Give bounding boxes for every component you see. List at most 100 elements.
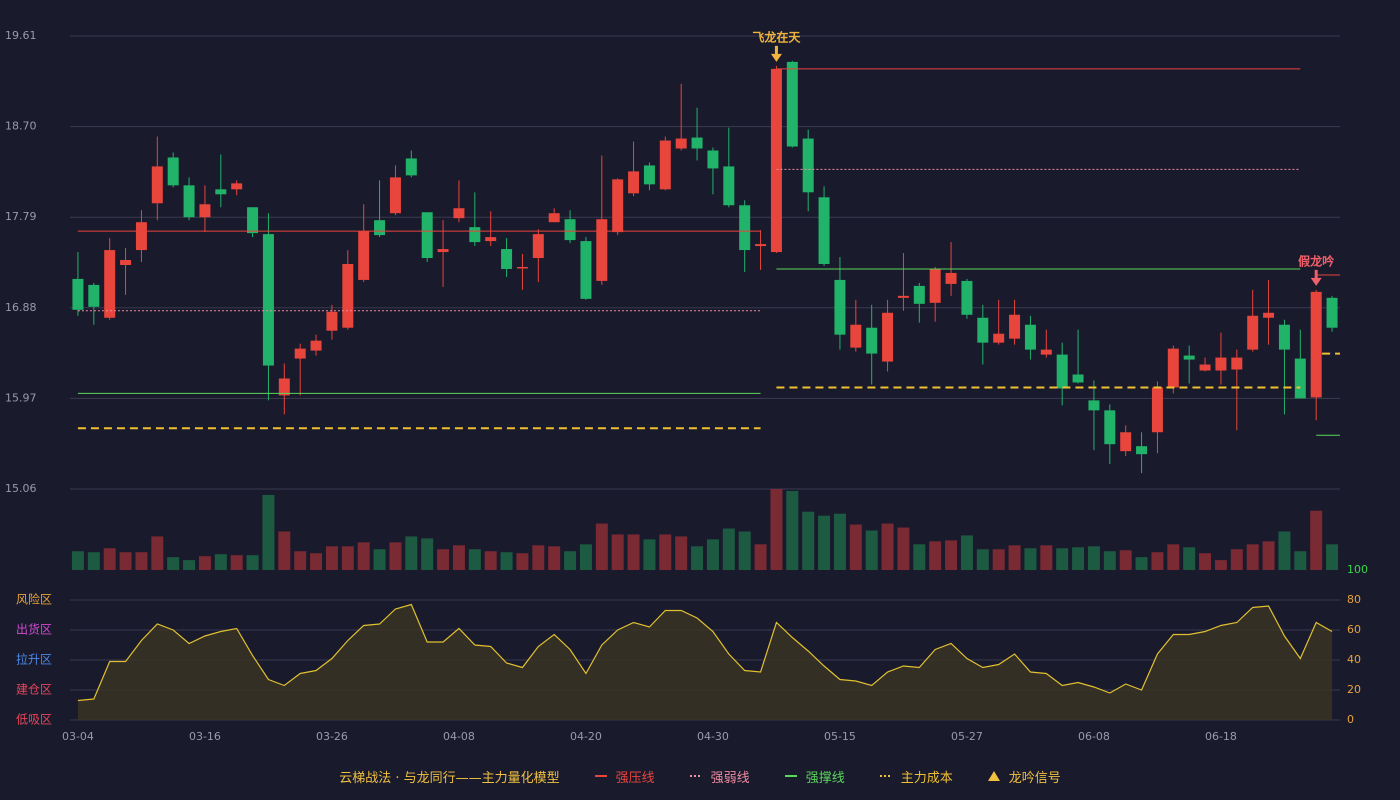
volume-bar — [119, 552, 132, 570]
candle-body — [374, 220, 386, 236]
volume-bar — [770, 489, 783, 570]
volume-bar — [357, 542, 370, 570]
candle-body — [501, 249, 513, 269]
volume-bar — [579, 544, 592, 570]
volume-bar — [1326, 544, 1339, 570]
legend-title: 云梯战法 · 与龙同行——主力量化模型 — [339, 770, 560, 786]
volume-bar — [786, 490, 799, 570]
candle-body — [564, 219, 576, 241]
candle-body — [1231, 357, 1243, 370]
candle-body — [1199, 364, 1211, 371]
candle-body — [1310, 291, 1322, 398]
volume-bar — [183, 560, 196, 570]
indicator-area — [77, 604, 1333, 720]
candle-body — [612, 179, 624, 233]
volume-bar — [214, 554, 227, 570]
volume-bar — [976, 549, 989, 570]
volume-bar — [1246, 544, 1259, 570]
volume-bar — [230, 555, 243, 570]
candle-body — [135, 222, 147, 251]
volume-bar — [1167, 544, 1180, 570]
volume-bar — [71, 551, 84, 570]
volume-bar — [722, 528, 735, 570]
candle-body — [897, 295, 909, 298]
signal-arrow — [770, 45, 782, 62]
y-tick-label: 15.06 — [5, 482, 37, 495]
volume-bar — [849, 524, 862, 570]
legend-symbol — [879, 775, 892, 777]
candle-body — [1167, 348, 1179, 388]
y2-tick-label: 60 — [1347, 623, 1361, 636]
candle-body — [723, 166, 735, 206]
volume-bar — [421, 538, 434, 570]
volume-bar — [167, 557, 180, 570]
volume-bar — [548, 546, 561, 570]
candle-body — [294, 348, 306, 359]
volume-bar — [960, 535, 973, 570]
volume-bar — [1008, 545, 1021, 570]
volume-bar — [198, 556, 211, 570]
zone-label: 建仓区 — [16, 683, 52, 697]
candle-body — [326, 311, 338, 331]
volume-bar — [405, 536, 418, 570]
volume-bar — [818, 515, 831, 570]
signal-label: 假龙吟 — [1298, 253, 1334, 268]
volume-bar — [532, 545, 545, 570]
candle-body — [770, 68, 782, 253]
candle-body — [929, 268, 941, 303]
candle-body — [1056, 354, 1068, 389]
y2-tick-label: 20 — [1347, 683, 1361, 696]
volume-bar — [135, 552, 148, 570]
legend-label: 强压线 — [615, 770, 655, 786]
candle-body — [437, 249, 449, 253]
legend: 云梯战法 · 与龙同行——主力量化模型 强压线 强弱线 强撑线 主力成本 龙吟信号 — [0, 766, 1400, 786]
candle-body — [1009, 314, 1021, 339]
x-tick-label: 05-27 — [951, 730, 983, 743]
candle-body — [834, 279, 846, 335]
x-tick-label: 03-04 — [62, 730, 94, 743]
volume-bar — [310, 553, 323, 570]
y2-tick-label: 80 — [1347, 593, 1361, 606]
candle-body — [247, 207, 259, 234]
zone-label: 低吸区 — [16, 713, 52, 727]
volume-bar — [1294, 551, 1307, 570]
candle-body — [215, 189, 227, 195]
volume-bar — [278, 531, 291, 570]
y-tick-label: 16.88 — [5, 301, 37, 314]
volume-bar — [1119, 550, 1132, 570]
candle-body — [310, 340, 322, 351]
candle-body — [977, 317, 989, 343]
volume-bar — [151, 536, 164, 570]
candle-body — [1215, 357, 1227, 371]
candle-body — [262, 234, 274, 366]
candle-body — [405, 158, 417, 176]
volume-bar — [437, 549, 450, 570]
candle-body — [358, 231, 370, 280]
volume-bar — [627, 534, 640, 570]
legend-label: 主力成本 — [900, 770, 953, 786]
legend-label: 强弱线 — [710, 770, 750, 786]
volume-bar — [754, 544, 767, 570]
legend-symbol — [594, 775, 607, 777]
indicator-line — [77, 603, 1333, 702]
candle-body — [104, 250, 116, 318]
volume-bar — [929, 541, 942, 570]
x-tick-label: 05-15 — [824, 730, 856, 743]
candle-body — [596, 219, 608, 281]
candle-body — [818, 197, 830, 264]
volume-bar — [564, 551, 577, 570]
candle-body — [516, 266, 528, 269]
volume-bar — [246, 555, 259, 570]
y-tick-label: 18.70 — [5, 120, 37, 133]
volume-bar — [262, 494, 275, 570]
zone-label: 出货区 — [16, 622, 52, 637]
candle-body — [786, 61, 798, 147]
candle-body — [548, 213, 560, 223]
y2-tick-label: 0 — [1347, 713, 1354, 726]
candle-body — [1294, 358, 1306, 399]
volume-bar — [1151, 552, 1164, 570]
x-tick-label: 03-16 — [189, 730, 221, 743]
candle-body — [755, 244, 767, 247]
candle-body — [691, 137, 703, 149]
volume-bar — [1310, 510, 1323, 570]
